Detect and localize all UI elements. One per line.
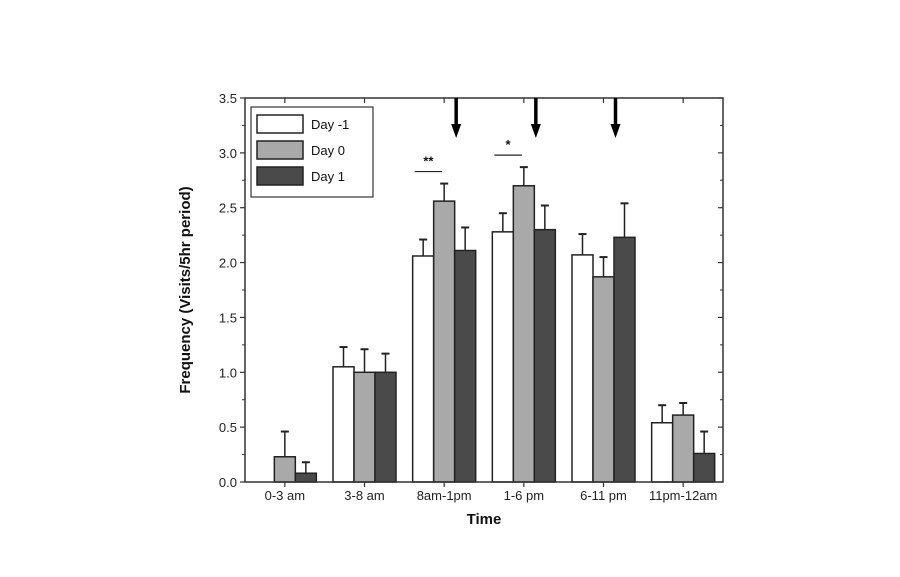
y-tick-label: 1.0 [219, 365, 237, 380]
legend-swatch-0 [256, 114, 304, 134]
bar-day-1-2 [411, 255, 435, 483]
y-axis-title: Frequency (Visits/5hr period) [177, 186, 194, 393]
y-tick-label: 3.0 [219, 146, 237, 161]
bar-day0-1 [353, 371, 376, 483]
annotations-layer: *** [414, 98, 621, 173]
bar-day-1-5 [650, 422, 674, 483]
down-arrow-head [530, 124, 541, 138]
legend-swatch-1 [256, 140, 304, 160]
legend-label: Day 0 [311, 143, 345, 158]
bar-day-1-4 [571, 254, 594, 483]
bar-day0-5 [671, 414, 695, 483]
down-arrow-head [610, 124, 621, 138]
significance-marker: ** [423, 154, 434, 169]
y-tick-label: 1.5 [219, 310, 237, 325]
x-tick-label: 1-6 pm [504, 488, 544, 503]
bar-day0-0 [273, 456, 297, 483]
bar-day1-2 [453, 249, 477, 483]
axes-layer: 0.0 0.5 1.0 1.5 2.0 2.5 3.0 3.5 0-3 am 3-8 am 8am-… [219, 91, 724, 503]
bar-day1-3 [533, 228, 557, 483]
y-tick-label: 3.5 [219, 91, 237, 106]
legend-label: Day 1 [311, 169, 345, 184]
legend-swatch-2 [256, 166, 304, 186]
y-tick-label: 0.0 [219, 475, 237, 490]
bar-day-1-3 [491, 231, 515, 483]
y-tick-label: 0.5 [219, 420, 237, 435]
bar-day1-4 [613, 236, 636, 483]
bar-day0-2 [432, 200, 456, 483]
y-tick-label: 2.0 [219, 256, 237, 271]
x-tick-label: 3-8 am [344, 488, 384, 503]
legend: Day -1 Day 0 Day 1 [250, 106, 374, 198]
bars-layer [273, 166, 716, 483]
legend-label: Day -1 [311, 117, 349, 132]
down-arrow-head [451, 124, 462, 138]
x-tick-label: 8am-1pm [417, 488, 472, 503]
bar-day-1-1 [332, 366, 355, 483]
y-tick-label: 2.5 [219, 201, 237, 216]
x-tick-label: 0-3 am [265, 488, 305, 503]
significance-marker: * [506, 137, 512, 152]
bar-day1-0 [294, 472, 318, 483]
bar-day1-5 [692, 452, 716, 483]
x-axis-title: Time [467, 511, 502, 528]
bar-day1-1 [374, 371, 397, 483]
bar-day0-3 [512, 185, 536, 483]
bar-day0-4 [592, 276, 615, 483]
x-tick-label: 6-11 pm [580, 488, 627, 503]
x-tick-label: 11pm-12am [649, 488, 717, 503]
